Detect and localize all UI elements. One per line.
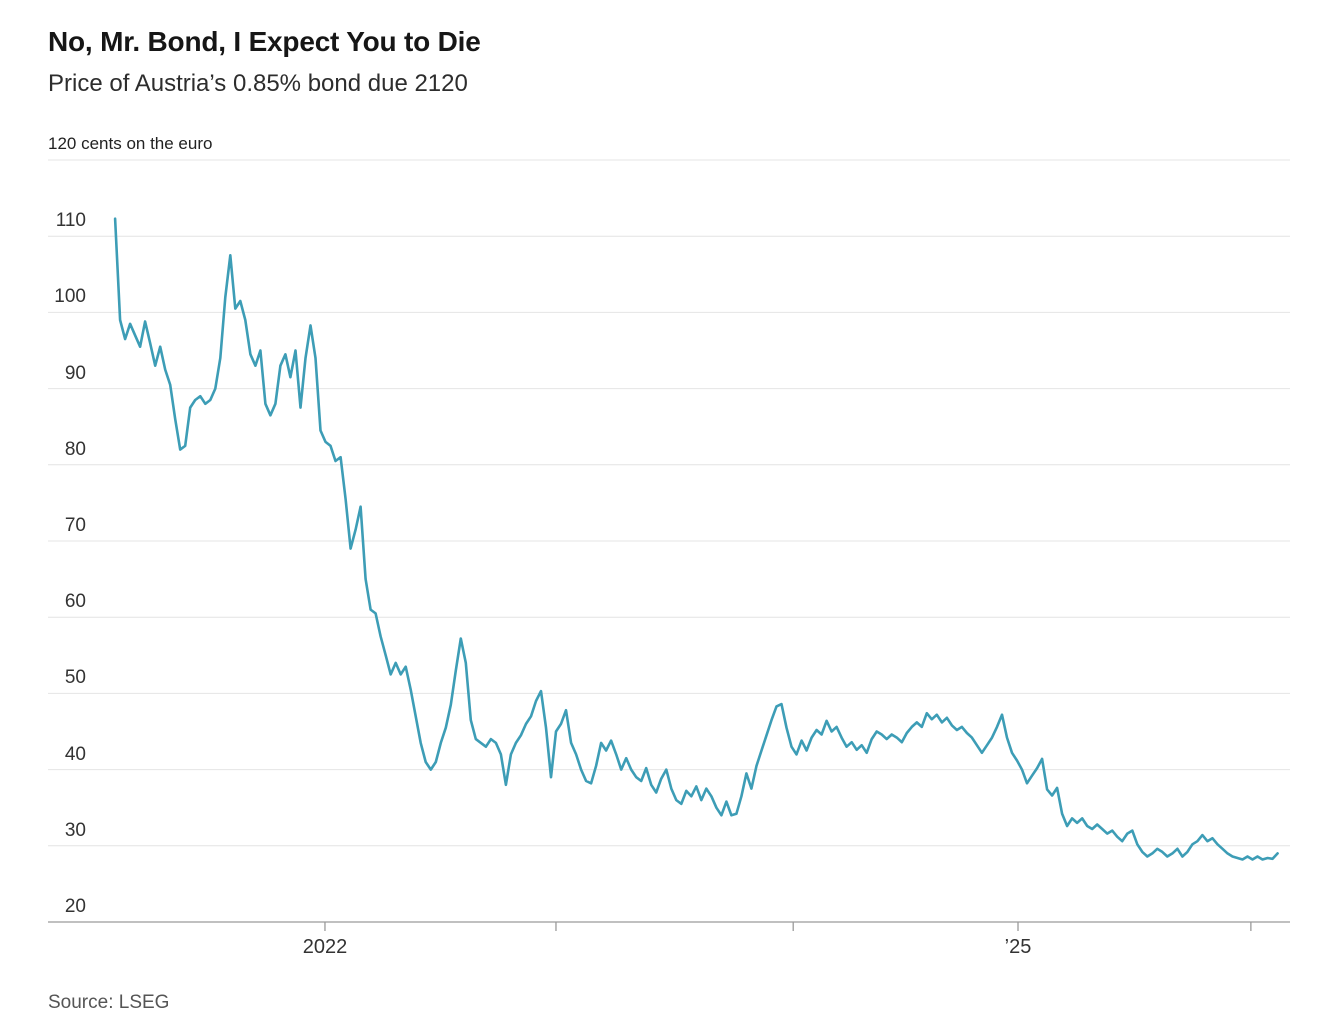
y-axis-unit-label: 120 cents on the euro: [48, 134, 213, 153]
y-tick-label: 60: [64, 591, 86, 613]
source-label: Source: LSEG: [48, 992, 170, 1013]
x-tick-label: 2022: [302, 936, 348, 958]
y-tick-label: 100: [54, 286, 86, 308]
y-tick-label: 20: [64, 896, 86, 917]
chart-title: No, Mr. Bond, I Expect You to Die: [48, 26, 481, 57]
y-tick-label: 70: [64, 515, 86, 536]
y-tick-label: 80: [64, 438, 86, 460]
chart-subtitle: Price of Austria’s 0.85% bond due 2120: [48, 70, 468, 97]
y-tick-label: 90: [64, 362, 86, 384]
y-tick-label: 40: [64, 743, 86, 765]
x-tick-label: ’25: [1004, 936, 1032, 958]
y-tick-label: 30: [64, 819, 86, 841]
bond-price-line: [113, 217, 1279, 861]
y-tick-label: 50: [64, 667, 86, 689]
y-tick-label: 110: [55, 210, 86, 232]
